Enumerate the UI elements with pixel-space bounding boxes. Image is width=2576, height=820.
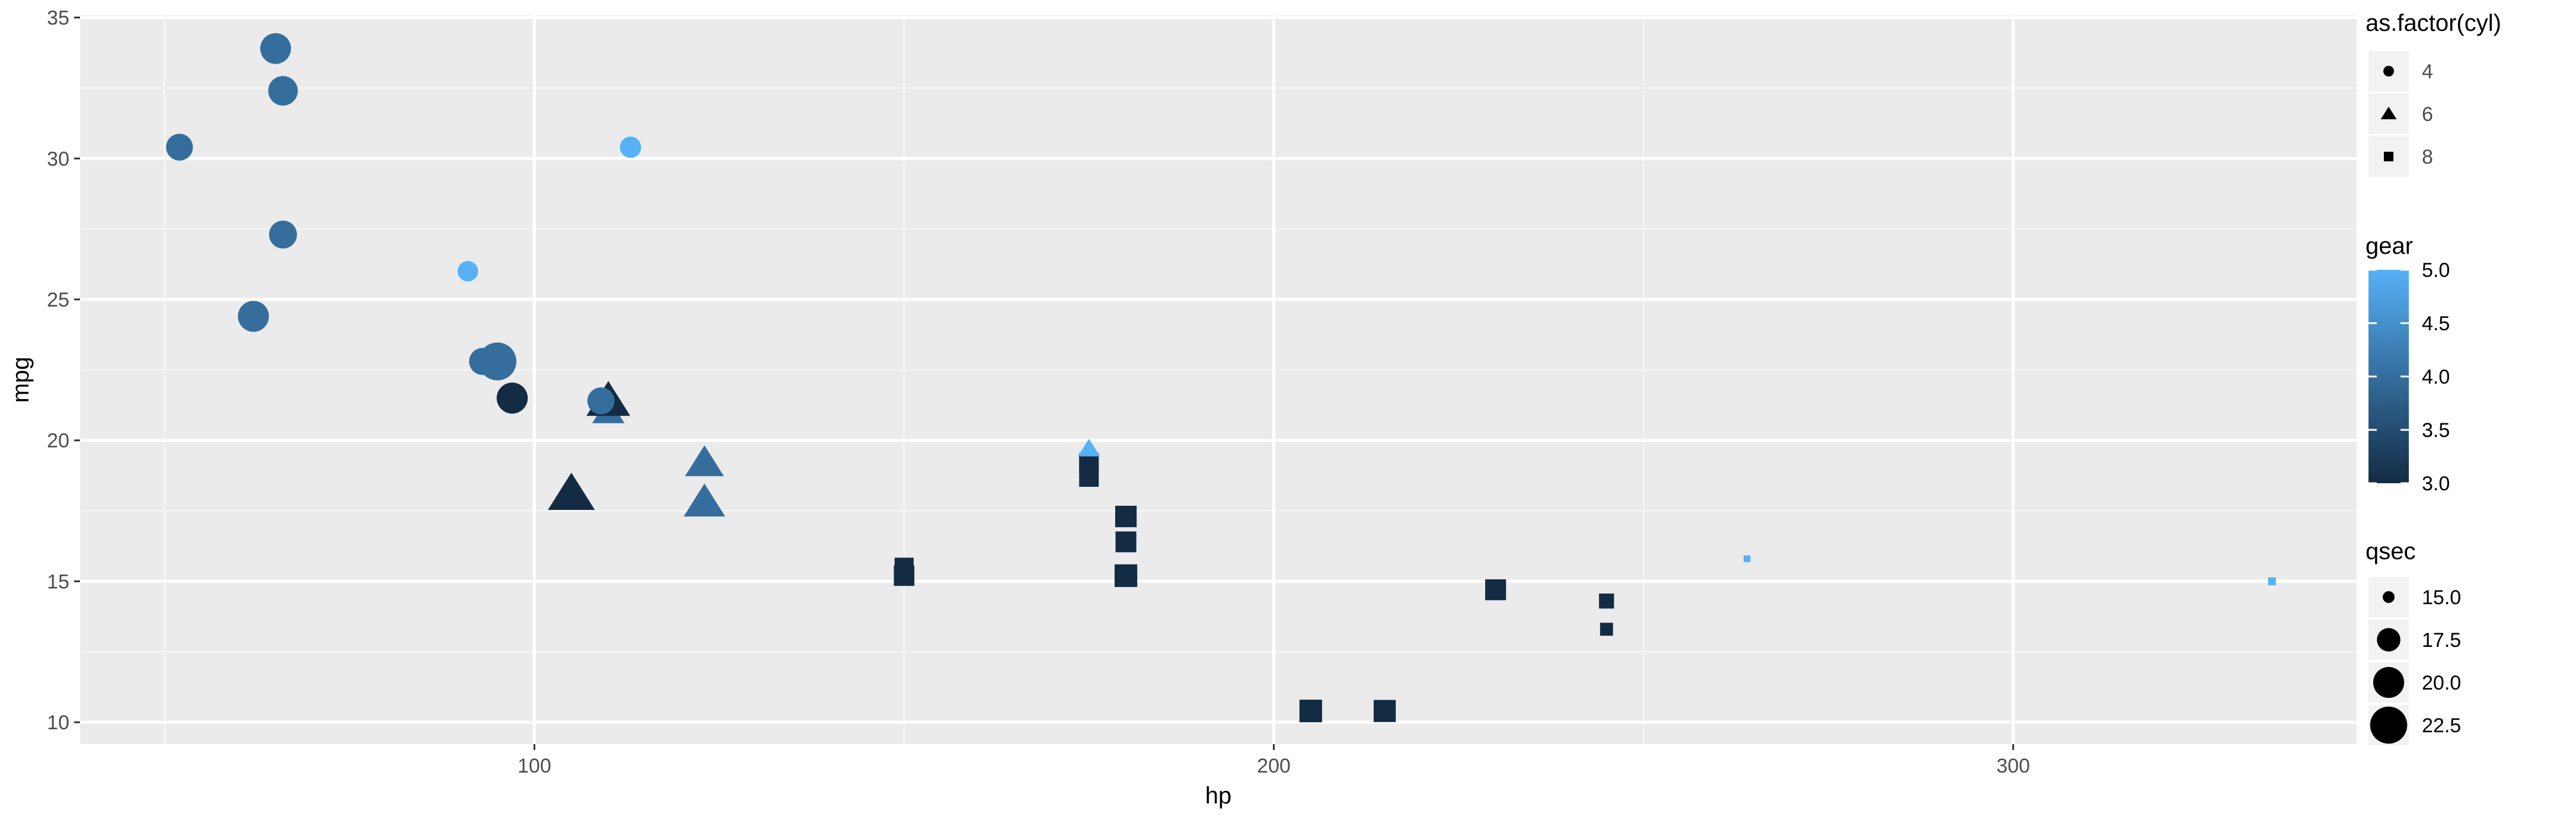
legend-qsec-label: 22.5 xyxy=(2422,714,2461,737)
data-point xyxy=(496,382,528,414)
data-point xyxy=(1115,564,1138,588)
legend-cyl-label: 8 xyxy=(2422,146,2433,168)
x-axis: 100 200 300 xyxy=(518,744,2030,777)
legend-cyl-symbol xyxy=(2383,151,2394,162)
legend-cyl-title: as.factor(cyl) xyxy=(2366,10,2501,36)
x-tick-label: 300 xyxy=(1996,755,2030,777)
data-point xyxy=(685,445,724,477)
data-point xyxy=(269,221,297,249)
legend-gear-label: 4.0 xyxy=(2422,366,2450,388)
data-point xyxy=(1599,594,1614,609)
legend-qsec-symbol xyxy=(2377,628,2401,652)
y-tick-label: 20 xyxy=(47,430,69,452)
data-points xyxy=(166,33,2276,723)
data-point xyxy=(1743,555,1751,563)
data-point xyxy=(587,387,615,414)
data-point xyxy=(1600,623,1613,636)
legend-qsec-label: 15.0 xyxy=(2422,586,2461,609)
data-point xyxy=(684,483,726,517)
data-point xyxy=(1299,700,1322,723)
major-gridlines xyxy=(80,15,2357,744)
legend-qsec-symbol xyxy=(2370,706,2408,744)
minor-gridlines xyxy=(80,15,2357,744)
data-point xyxy=(1115,531,1137,553)
data-point xyxy=(268,76,298,106)
legend-gear-title: gear xyxy=(2366,233,2413,259)
x-tick-label: 100 xyxy=(518,755,551,777)
legend-gear-label: 5.0 xyxy=(2422,259,2450,282)
legend-cyl-label: 6 xyxy=(2422,103,2433,126)
legend-gear: gear 5.0 4.5 4.0 3.5 3.0 xyxy=(2366,233,2450,495)
legend-gear-label: 4.5 xyxy=(2422,312,2450,335)
data-point xyxy=(548,473,595,510)
panel-background xyxy=(80,15,2357,744)
y-tick-label: 30 xyxy=(47,148,69,170)
legend-gear-label: 3.0 xyxy=(2422,473,2450,495)
data-point xyxy=(1373,700,1396,722)
y-axis-title: mpg xyxy=(8,357,34,403)
legend-cyl-symbol xyxy=(2383,66,2394,76)
data-point xyxy=(238,301,269,332)
legend-cyl: as.factor(cyl) 4 6 8 xyxy=(2366,10,2501,177)
data-point xyxy=(457,261,478,282)
legend-cyl-symbol xyxy=(2380,106,2397,120)
legend-qsec-label: 20.0 xyxy=(2422,672,2461,694)
x-axis-title: hp xyxy=(1205,783,1232,809)
data-point xyxy=(260,33,291,64)
y-tick-label: 15 xyxy=(47,570,69,593)
data-point xyxy=(620,136,641,158)
legend-qsec: qsec 15.0 17.5 20.0 22.5 xyxy=(2366,538,2461,745)
y-tick-label: 10 xyxy=(47,711,69,734)
data-point xyxy=(1078,439,1100,457)
y-tick-label: 25 xyxy=(47,289,69,311)
legend-qsec-label: 17.5 xyxy=(2422,629,2461,652)
legend-qsec-title: qsec xyxy=(2366,538,2416,564)
data-point xyxy=(1485,579,1506,601)
legend-qsec-symbol xyxy=(2373,666,2405,698)
x-tick-label: 200 xyxy=(1257,755,1291,777)
legend-cyl-label: 4 xyxy=(2422,60,2433,83)
data-point xyxy=(166,133,193,161)
y-tick-label: 35 xyxy=(47,7,69,30)
data-point xyxy=(478,342,517,381)
data-point xyxy=(1115,506,1137,528)
y-axis: 10 15 20 25 30 35 xyxy=(47,7,80,734)
legend-gear-label: 3.5 xyxy=(2422,419,2450,442)
legend-qsec-symbol xyxy=(2383,591,2395,603)
data-point xyxy=(893,565,915,586)
data-point xyxy=(2268,577,2276,585)
